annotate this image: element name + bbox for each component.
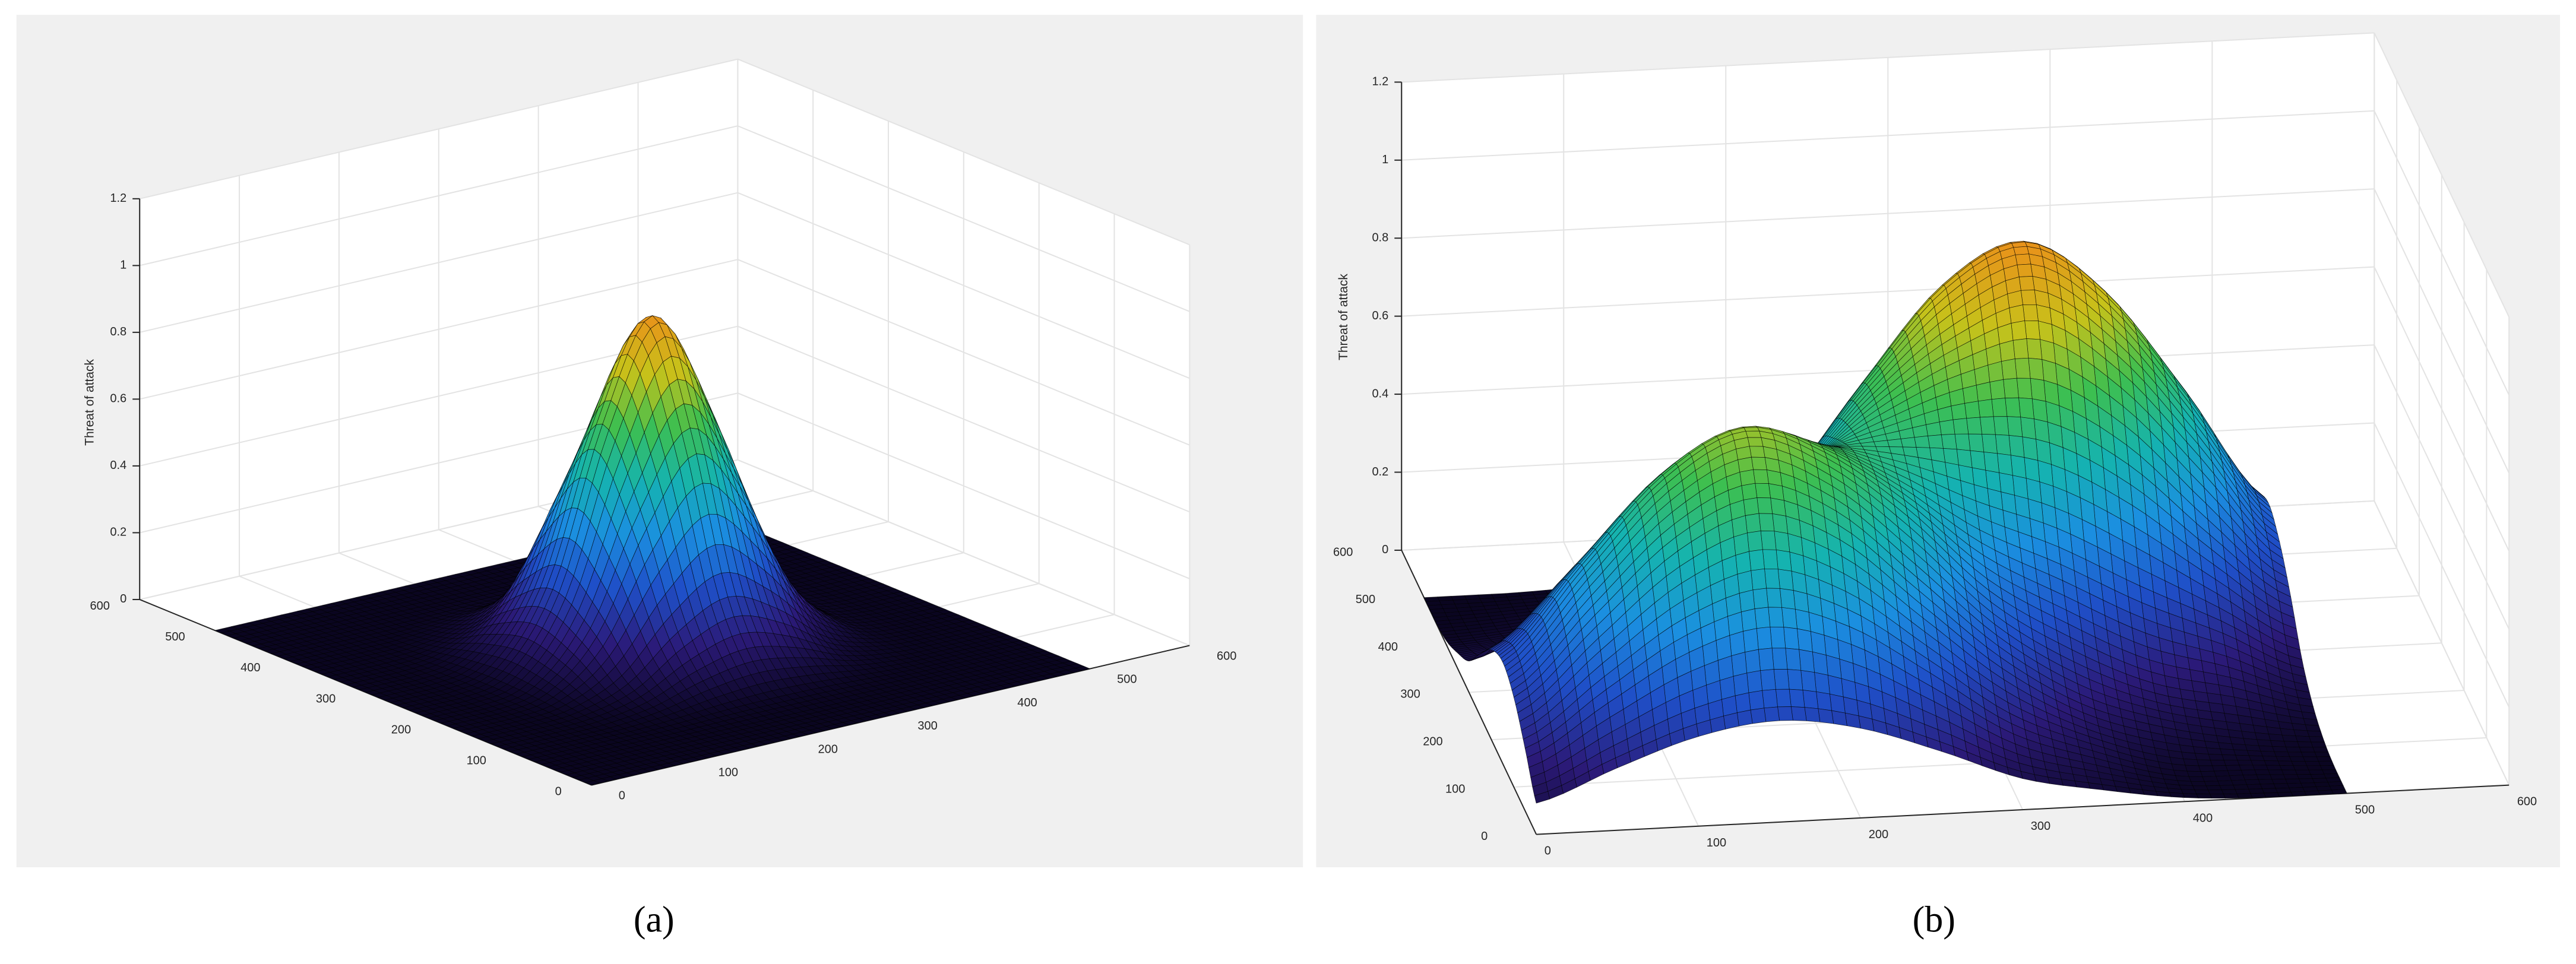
y-tick-label: 0 (555, 785, 562, 798)
grid-line (738, 58, 1190, 246)
z-tick-label: 1 (1382, 153, 1388, 166)
z-tick-label: 0.8 (1372, 231, 1388, 244)
grid-line (139, 58, 738, 199)
y-tick-label: 600 (1333, 546, 1353, 559)
grid-line (139, 259, 738, 400)
z-tick-label: 0 (120, 592, 126, 605)
grid-line (738, 259, 1190, 446)
surface-facet (2015, 253, 2031, 265)
surface-facet (2017, 264, 2033, 277)
z-axis-label: Threat of attack (83, 359, 97, 445)
z-tick-label: 0.2 (110, 526, 126, 539)
y-tick-label: 100 (467, 754, 486, 768)
grid-line (139, 125, 738, 267)
x-tick-label: 400 (2193, 811, 2213, 825)
z-tick-label: 0.6 (1372, 309, 1388, 322)
z-axis-label: Threat of attack (1337, 274, 1350, 360)
x-tick-label: 100 (719, 766, 738, 779)
x-tick-label: 100 (1707, 836, 1726, 849)
y-tick-label: 400 (1378, 640, 1398, 654)
z-tick-label: 0.4 (110, 459, 126, 472)
x-tick-label: 500 (2355, 803, 2375, 816)
grid-line (738, 459, 1190, 646)
surface-chart: 0 100 200 300 400 500 600 0 100 200 300 400 500 600 0 0… (16, 14, 1303, 867)
x-tick-label: 0 (1545, 845, 1551, 858)
z-tick-label: 1.2 (110, 192, 126, 205)
grid-line (738, 325, 1190, 513)
y-tick-label: 200 (391, 723, 411, 736)
y-tick-label: 600 (90, 600, 109, 613)
x-tick-label: 600 (2517, 795, 2537, 808)
x-tick-label: 400 (1017, 696, 1037, 709)
x-tick-label: 200 (818, 743, 838, 756)
surface-chart: 0 100 200 300 400 500 600 0 100 200 300 400 500 600 0 0… (1316, 14, 2560, 867)
y-tick-label: 200 (1423, 735, 1442, 749)
y-tick-label: 500 (1356, 593, 1375, 606)
x-tick-label: 200 (1869, 828, 1888, 841)
caption: (a) (634, 899, 675, 940)
y-tick-label: 500 (165, 630, 185, 643)
y-tick-label: 300 (316, 692, 336, 705)
surface-facet (2018, 276, 2035, 291)
y-tick-label: 0 (1481, 830, 1488, 843)
x-tick-label: 300 (917, 719, 937, 732)
surface (214, 315, 1091, 785)
x-tick-label: 600 (1217, 649, 1236, 662)
grid-line (738, 392, 1190, 579)
z-tick-label: 1.2 (1372, 75, 1388, 88)
grid-line (139, 192, 738, 333)
grid-line (738, 192, 1190, 379)
z-tick-label: 0 (1382, 543, 1388, 556)
z-tick-label: 0.2 (1372, 465, 1388, 478)
grid-line (738, 125, 1190, 312)
x-tick-label: 0 (619, 789, 625, 803)
surface-facet (2013, 246, 2030, 255)
y-tick-label: 400 (240, 661, 260, 674)
z-tick-label: 1 (120, 259, 126, 272)
y-tick-label: 100 (1445, 782, 1465, 795)
z-tick-label: 0.8 (110, 325, 126, 338)
x-tick-label: 500 (1117, 673, 1137, 686)
y-tick-label: 300 (1400, 688, 1420, 701)
z-tick-label: 0.4 (1372, 387, 1388, 400)
x-tick-label: 300 (2031, 820, 2050, 833)
z-tick-label: 0.6 (110, 392, 126, 405)
